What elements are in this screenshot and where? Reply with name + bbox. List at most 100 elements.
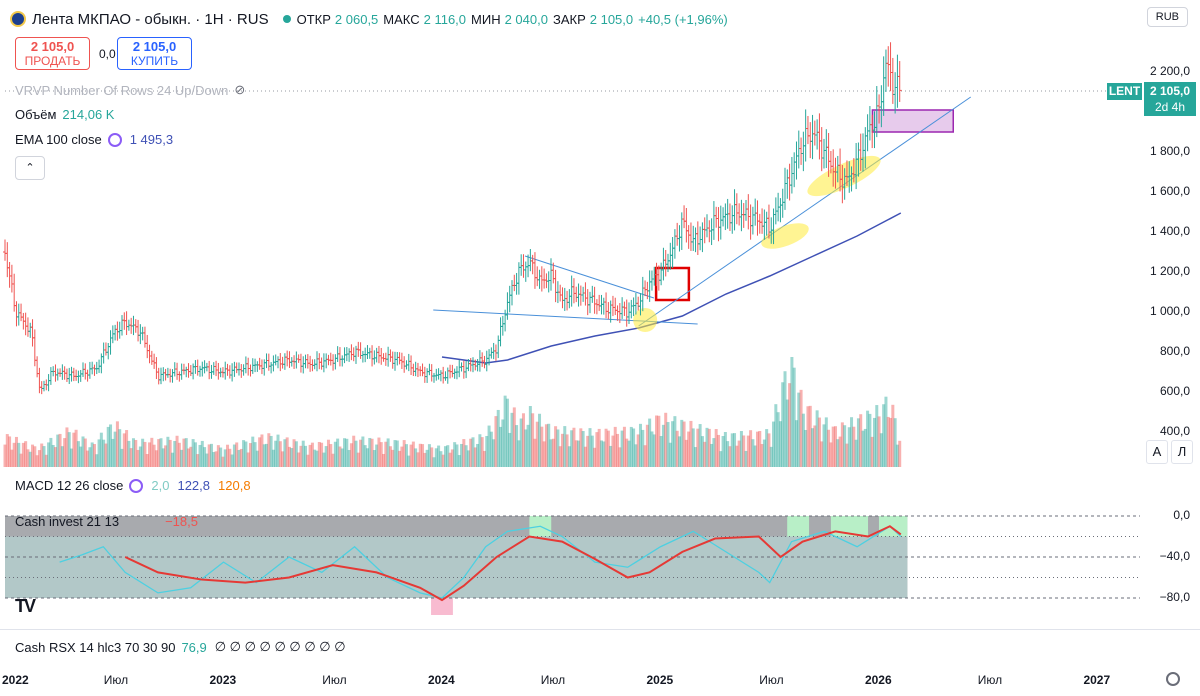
ema-settings-icon[interactable]	[107, 132, 122, 147]
volume-bar	[595, 432, 599, 467]
volume-bar	[180, 449, 184, 467]
price-bar	[409, 355, 414, 376]
oscillator-pane	[5, 515, 1140, 615]
volume-bar	[877, 416, 881, 467]
price-bar	[76, 370, 81, 384]
price-bar	[188, 365, 193, 377]
volume-bar	[58, 433, 62, 467]
price-bar	[730, 205, 735, 234]
volume-bar	[758, 430, 762, 467]
volume-bar	[212, 452, 216, 467]
price-bar	[308, 355, 313, 372]
price-bar	[356, 341, 361, 357]
collapse-legend-button[interactable]: ⌃	[15, 156, 45, 180]
price-bar	[817, 113, 822, 160]
volume-bar	[765, 429, 769, 467]
sell-button[interactable]: 2 105,0 ПРОДАТЬ	[15, 37, 90, 70]
log-scale-button[interactable]: Л	[1171, 440, 1193, 464]
volume-bar	[446, 445, 450, 467]
volume-bar	[806, 406, 810, 467]
volume-bar	[152, 444, 156, 467]
volume-bar	[363, 445, 367, 467]
volume-bar	[886, 416, 890, 467]
symbol-title[interactable]: Лента МКПАО - обыкн. · 1Н · RUS	[32, 10, 269, 28]
volume-bar	[710, 443, 714, 467]
volume-bar	[340, 448, 344, 467]
volume-bar	[822, 424, 826, 467]
volume-bar	[742, 435, 746, 467]
price-bar	[597, 294, 602, 311]
rsx-legend[interactable]: Cash RSX 14 hlc3 70 30 90 76,9 ∅ ∅ ∅ ∅ ∅…	[15, 639, 352, 655]
volume-bar	[333, 441, 337, 467]
settings-gear-icon[interactable]	[1166, 672, 1180, 686]
price-bar	[19, 303, 24, 322]
price-bar	[565, 290, 570, 311]
currency-selector[interactable]: RUB	[1146, 7, 1188, 27]
price-bar	[803, 109, 808, 162]
auto-scale-button[interactable]: A	[1146, 440, 1168, 464]
volume-bar	[388, 446, 392, 467]
volume-bar	[593, 447, 597, 467]
volume-bar	[219, 447, 223, 467]
price-bar	[262, 359, 267, 376]
volume-bar	[214, 451, 218, 467]
price-bar	[604, 292, 609, 319]
macd-value-3: 120,8	[218, 478, 251, 493]
vrvp-legend[interactable]: VRVP Number Of Rows 24 Up/Down ⊘	[15, 82, 245, 98]
ema-legend[interactable]: EMA 100 close 1 495,3	[15, 132, 173, 147]
price-bar	[553, 269, 558, 303]
low-value: 2 040,0	[504, 11, 548, 27]
buy-button[interactable]: 2 105,0 КУПИТЬ	[117, 37, 192, 70]
osc-axis-label: −40,0	[1159, 549, 1190, 563]
macd-settings-icon[interactable]	[129, 478, 144, 493]
price-bar	[514, 272, 519, 295]
volume-bar	[694, 447, 698, 467]
volume-bar	[60, 446, 64, 467]
volume-bar	[53, 447, 57, 467]
volume-bar	[661, 424, 665, 467]
volume-bar	[526, 424, 530, 467]
volume-bar	[618, 447, 622, 467]
price-bar	[661, 247, 666, 281]
volume-bar	[122, 433, 126, 467]
volume-bar	[489, 431, 493, 467]
volume-bar	[716, 434, 720, 467]
volume-bar	[248, 443, 252, 467]
price-bar	[636, 296, 641, 311]
cash-invest-legend[interactable]: Cash invest 21 13 −18,5	[15, 514, 198, 529]
volume-bar	[599, 440, 603, 467]
price-bar	[620, 297, 625, 319]
price-bar	[78, 369, 83, 382]
volume-bar	[63, 438, 67, 467]
volume-bar	[102, 439, 106, 467]
volume-bar	[12, 442, 16, 467]
triangle-upper-line	[524, 255, 655, 299]
volume-bar	[411, 441, 415, 467]
volume-bar	[781, 382, 785, 467]
volume-bar	[56, 434, 60, 467]
price-bar	[147, 344, 152, 364]
hide-eye-icon[interactable]: ⊘	[234, 82, 246, 97]
price-bar	[886, 46, 891, 87]
price-bar	[237, 362, 242, 376]
volume-bar	[535, 421, 539, 467]
macd-legend[interactable]: MACD 12 26 close 2,0 122,8 120,8	[15, 478, 251, 493]
price-bar	[450, 364, 455, 378]
volume-bar	[455, 444, 459, 467]
volume-bar	[109, 424, 113, 467]
price-bar	[360, 350, 365, 363]
price-bar	[223, 361, 228, 380]
price-bar	[663, 250, 668, 277]
volume-bar	[813, 425, 817, 467]
time-axis-label: 2026	[864, 673, 892, 687]
volume-bar	[636, 434, 640, 467]
volume-bar	[290, 448, 294, 467]
price-bar	[810, 114, 815, 160]
volume-bar	[193, 442, 197, 467]
price-bar	[512, 274, 517, 292]
price-bar	[808, 122, 813, 159]
volume-legend[interactable]: Объём 214,06 K	[15, 107, 114, 122]
volume-bar	[384, 441, 388, 467]
price-bar	[883, 49, 888, 92]
